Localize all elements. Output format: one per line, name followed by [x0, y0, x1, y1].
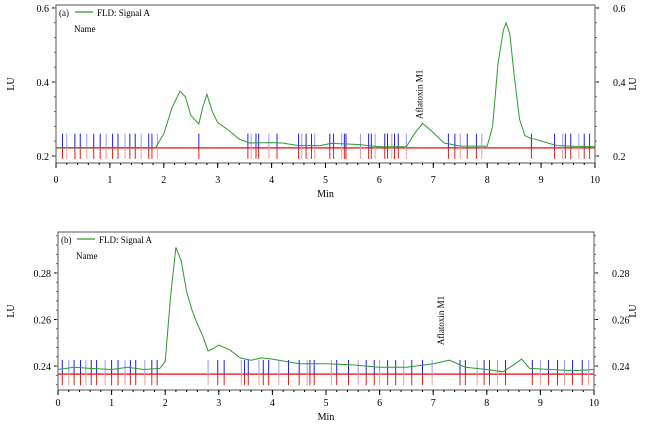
- panel-label: (b): [61, 235, 72, 245]
- x-tick-label: 6: [377, 175, 382, 186]
- y-axis-label-right: LU: [628, 77, 639, 91]
- x-tick-label: 10: [589, 398, 599, 409]
- plot-frame: [57, 231, 595, 391]
- x-tick-label: 6: [377, 398, 382, 409]
- x-tick-label: 8: [484, 398, 489, 409]
- x-tick-label: 9: [539, 175, 544, 186]
- peak-annotation: Aflatoxin M1: [415, 70, 425, 119]
- name-label: Name: [74, 24, 96, 34]
- x-tick-label: 3: [216, 398, 221, 409]
- x-tick-label: 1: [109, 398, 114, 409]
- x-tick-label: 0: [54, 175, 59, 186]
- x-tick-label: 5: [323, 175, 328, 186]
- x-tick-label: 5: [324, 398, 329, 409]
- x-tick-label: 8: [485, 175, 490, 186]
- x-tick-label: 10: [590, 175, 600, 186]
- x-tick-label: 2: [161, 175, 166, 186]
- plot-frame: [55, 4, 596, 164]
- chart-panel-a: 0 1 2 3 4 5 6 7 8 9 10 0.2 0.2 0.4 0.4 0.6 0.6 Min LU LU (a)…: [6, 4, 639, 200]
- x-tick-label: 2: [163, 398, 168, 409]
- panel-label: (a): [59, 8, 69, 18]
- chart-panel-b: 0 1 2 3 4 5 6 7 8 9 10 0.24 0.24 0.26 0.26 0.28 0.28 Min L…: [6, 231, 639, 423]
- legend-label: FLD: Signal A: [97, 8, 151, 18]
- signal-trace: [57, 247, 595, 373]
- x-tick-label: 4: [269, 175, 274, 186]
- x-tick-label: 7: [431, 175, 436, 186]
- y-tick-label-right: 0.2: [613, 152, 626, 163]
- x-tick-label: 0: [56, 398, 61, 409]
- legend-label: FLD: Signal A: [99, 235, 153, 245]
- peak-annotation: Aflatoxin M1: [436, 296, 446, 345]
- y-tick-label-right: 0.28: [612, 269, 630, 280]
- y-tick-label-right: 0.6: [613, 4, 626, 15]
- y-tick-label-left: 0.24: [34, 362, 52, 373]
- y-tick-label-right: 0.26: [612, 315, 630, 326]
- y-axis-label-left: LU: [6, 77, 17, 91]
- y-axis-label-left: LU: [6, 304, 17, 318]
- x-axis-label: Min: [318, 412, 335, 423]
- x-tick-label: 7: [431, 398, 436, 409]
- y-tick-label-left: 0.2: [37, 152, 50, 163]
- signal-trace: [56, 21, 596, 149]
- x-tick-label: 1: [107, 175, 112, 186]
- x-axis-label: Min: [317, 189, 334, 200]
- y-tick-label-left: 0.6: [37, 4, 50, 15]
- x-tick-label: 4: [270, 398, 275, 409]
- x-tick-label: 9: [538, 398, 543, 409]
- x-tick-label: 3: [215, 175, 220, 186]
- y-tick-label-right: 0.4: [613, 78, 626, 89]
- y-tick-label-right: 0.24: [612, 362, 630, 373]
- name-label: Name: [76, 251, 98, 261]
- y-tick-label-left: 0.26: [34, 315, 52, 326]
- y-tick-label-left: 0.4: [37, 78, 50, 89]
- y-axis-label-right: LU: [628, 304, 639, 318]
- y-tick-label-left: 0.28: [34, 269, 52, 280]
